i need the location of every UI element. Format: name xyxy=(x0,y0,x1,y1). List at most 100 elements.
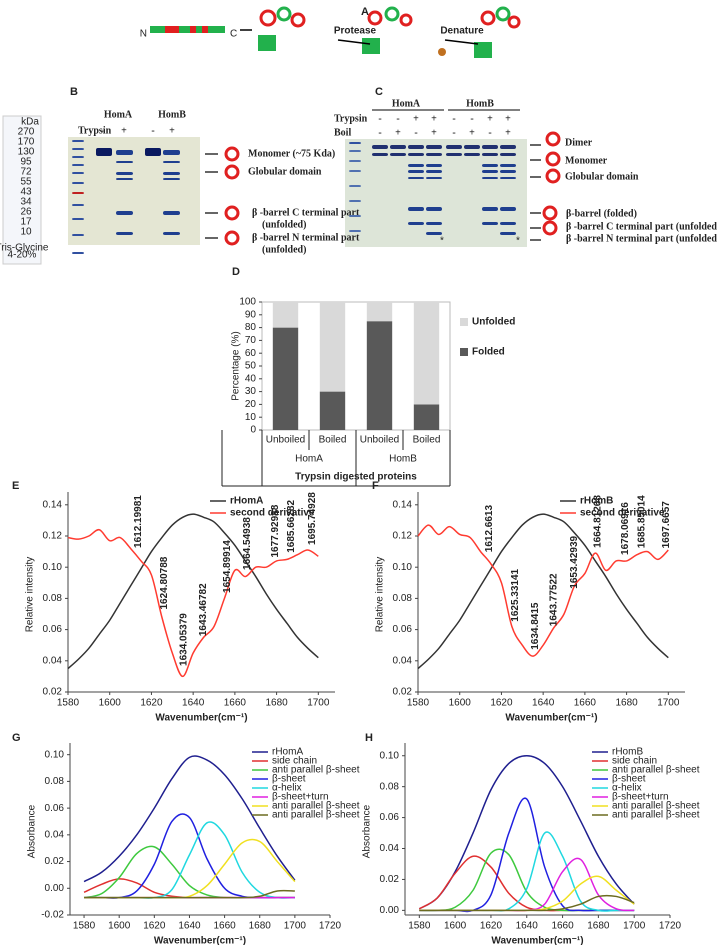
sign: + xyxy=(505,113,511,124)
y-tick-label: 0.08 xyxy=(380,781,400,792)
n-terminus: N xyxy=(140,29,147,40)
legend-swatch xyxy=(460,318,468,326)
gel-band xyxy=(163,161,180,163)
legend-label: anti parallel β-sheet xyxy=(272,801,360,812)
bar-segment xyxy=(413,302,440,405)
x-axis-label: Wavenumber(cm⁻¹) xyxy=(491,936,583,945)
gel-band xyxy=(408,177,424,179)
ladder-band xyxy=(72,148,84,150)
ladder-band xyxy=(349,200,361,202)
legend-label: rHomA xyxy=(230,496,263,507)
y-tick-label: 70 xyxy=(245,335,257,346)
gel-band xyxy=(500,153,516,156)
bar-segment xyxy=(413,404,440,430)
ladder-label: 130 xyxy=(18,147,35,158)
gel-band xyxy=(500,145,516,149)
gel-band xyxy=(426,153,442,156)
y-tick-label: 0.06 xyxy=(380,812,400,823)
gel-band xyxy=(408,170,424,173)
legend-label: α-helix xyxy=(612,783,642,794)
ladder-label: 95 xyxy=(20,157,32,168)
icon xyxy=(542,220,558,236)
y-tick-label: 0.14 xyxy=(393,499,413,510)
x-tick-label: 1620 xyxy=(143,921,166,932)
y-tick-label: 0.04 xyxy=(43,655,63,666)
gel-band xyxy=(500,232,516,235)
y-tick-label: 0.06 xyxy=(43,624,63,635)
series-line xyxy=(67,528,319,678)
peak-label: 1695.74928 xyxy=(307,492,318,545)
ladder-label: 26 xyxy=(20,207,32,218)
band-annotation: β-barrel (folded) xyxy=(566,208,637,219)
gel-band xyxy=(500,177,516,179)
legend-label: second derivative xyxy=(230,508,315,519)
y-tick-label: 0.12 xyxy=(393,531,413,542)
x-tick-label: Unboiled xyxy=(266,435,305,446)
sign: - xyxy=(100,125,103,136)
ladder-label: 170 xyxy=(18,137,35,148)
y-tick-label: 0.06 xyxy=(393,624,413,635)
gel-band xyxy=(163,150,180,155)
x-tick-label: 1660 xyxy=(551,921,574,932)
ladder-band xyxy=(349,160,361,162)
gel-band xyxy=(482,177,498,179)
y-tick-label: 10 xyxy=(245,412,257,423)
icon xyxy=(224,205,240,221)
sign: + xyxy=(413,113,419,124)
panel-label: C xyxy=(375,86,383,98)
y-tick-label: 40 xyxy=(245,373,257,384)
bar-segment xyxy=(366,302,393,322)
ladder-band xyxy=(72,182,84,184)
y-tick-label: 0.00 xyxy=(380,905,400,916)
legend-label: side chain xyxy=(612,756,657,767)
peak-label: 1697.6657 xyxy=(661,501,672,549)
x-tick-label: 1680 xyxy=(587,921,610,932)
x-tick-label: 1580 xyxy=(73,921,96,932)
sign: + xyxy=(431,113,437,124)
gel-band xyxy=(426,207,442,211)
band-annotation: (unfolded) xyxy=(262,219,306,230)
peak-label: 1612.6613 xyxy=(484,505,495,553)
peak-label: 1664.81268 xyxy=(593,495,604,548)
band-annotation: Monomer xyxy=(565,155,608,166)
x-tick-label: 1580 xyxy=(57,698,80,709)
gel-band xyxy=(426,222,442,225)
legend-label: anti parallel β-sheet xyxy=(612,801,700,812)
y-axis-label: Absorbance xyxy=(362,804,373,858)
legend-label: β-sheet+turn xyxy=(272,792,329,803)
gel-band xyxy=(426,164,442,167)
x-tick-label: 1620 xyxy=(140,698,163,709)
x-tick-label: 1700 xyxy=(657,698,680,709)
band-annotation: β -barrel C terminal part xyxy=(252,207,360,218)
protein-label: HomB xyxy=(466,98,494,109)
y-tick-label: 0 xyxy=(250,425,256,436)
gel-band xyxy=(116,161,133,163)
x-tick-label: 1640 xyxy=(182,698,205,709)
x-tick-label: 1620 xyxy=(480,921,503,932)
peak-label: 1653.42939 xyxy=(569,535,580,588)
protein-segment xyxy=(165,26,179,33)
band-annotation: Dimer xyxy=(565,137,593,148)
panel-label: D xyxy=(232,266,240,278)
series-line xyxy=(418,855,635,912)
gel-band xyxy=(500,222,516,225)
y-tick-label: -0.02 xyxy=(41,910,64,921)
panel-label: F xyxy=(372,480,379,492)
legend-label: anti parallel β-sheet xyxy=(612,810,700,821)
series-line xyxy=(84,889,295,899)
y-tick-label: 0.04 xyxy=(393,655,413,666)
x-tick-label: 1660 xyxy=(224,698,247,709)
gel-band xyxy=(372,145,388,149)
ladder-label: 34 xyxy=(20,197,32,208)
bar-segment xyxy=(272,302,299,328)
gel-band xyxy=(426,232,442,235)
ladder-band xyxy=(72,156,84,158)
step-label: Protease xyxy=(334,26,377,37)
gel-band xyxy=(482,222,498,225)
peak-label: 1654.89914 xyxy=(222,540,233,593)
series-line xyxy=(417,513,669,670)
y-tick-label: 0.10 xyxy=(393,562,413,573)
sign: - xyxy=(378,127,381,138)
protein-bar xyxy=(150,26,225,33)
gel-band xyxy=(408,222,424,225)
